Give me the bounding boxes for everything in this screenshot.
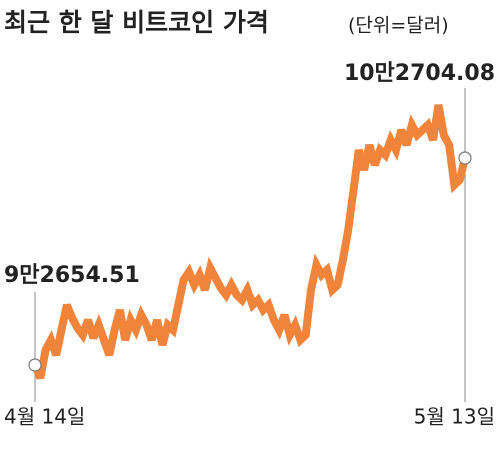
value-label: 9만2654.51	[4, 263, 140, 288]
x-tick-label: 5월 13일	[414, 405, 495, 429]
point-marker	[28, 358, 42, 372]
x-tick-label: 4월 14일	[4, 405, 85, 429]
value-label: 10만2704.08	[344, 61, 495, 86]
chart-subtitle: (단위=달러)	[348, 15, 449, 37]
price-line	[31, 104, 469, 380]
chart-title: 최근 한 달 비트코인 가격	[4, 8, 269, 37]
point-marker	[458, 151, 472, 165]
